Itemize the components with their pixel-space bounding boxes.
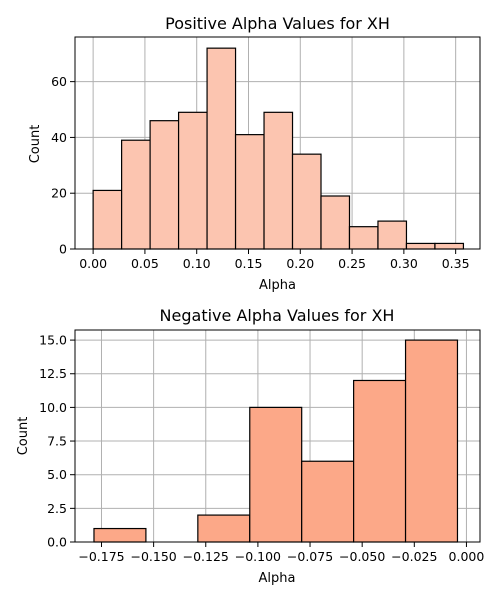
histogram-bar [320, 195, 351, 250]
histogram-bar [93, 527, 147, 543]
y-tick-label: 12.5 [39, 366, 67, 381]
histogram-bar [149, 120, 180, 250]
x-tick-label: 0.000 [449, 549, 485, 564]
x-tick-label: −0.025 [391, 549, 437, 564]
y-tick-label: 15.0 [39, 333, 67, 348]
x-tick-label: −0.125 [183, 549, 229, 564]
positive-alpha-histogram: Positive Alpha Values for XH 0.00 0.05 0.1… [28, 14, 481, 293]
x-tick-label: −0.050 [339, 549, 385, 564]
histogram-bar [263, 111, 294, 250]
y-tick-label: 0.0 [47, 535, 67, 550]
y-tick-label: 40 [51, 130, 67, 145]
chart-title: Negative Alpha Values for XH [160, 306, 395, 325]
x-axis-label: Alpha [259, 278, 296, 293]
x-tick-label: −0.075 [287, 549, 333, 564]
x-axis-label: Alpha [259, 571, 296, 586]
x-tick-label: −0.100 [235, 549, 281, 564]
histogram-bar [206, 47, 237, 250]
plot-frame [74, 36, 481, 250]
histogram-bar [301, 460, 355, 543]
histogram-bar [234, 134, 265, 250]
y-tick-label: 5.0 [47, 467, 67, 482]
x-tick-label: 0.25 [338, 256, 366, 271]
y-tick-label: 0 [59, 242, 67, 257]
histogram-bar [405, 242, 436, 250]
y-axis-label: Count [28, 125, 43, 164]
histogram-bar [92, 189, 123, 250]
x-tick-label: 0.35 [442, 256, 470, 271]
histogram-bar [434, 242, 465, 250]
histogram-bar [377, 220, 408, 250]
y-tick-label: 10.0 [39, 400, 67, 415]
histogram-bar [177, 111, 208, 250]
x-tick-label: −0.150 [130, 549, 176, 564]
histogram-bar [348, 226, 379, 250]
x-tick-label: 0.10 [183, 256, 211, 271]
histogram-bar [197, 514, 251, 543]
histogram-bar [404, 339, 459, 543]
x-tick-label: −0.175 [78, 549, 124, 564]
histogram-bar [249, 406, 303, 543]
plot-frame [74, 329, 481, 543]
negative-alpha-histogram: Negative Alpha Values for XH −0.175 −0.15… [16, 306, 484, 586]
histogram-bar [121, 139, 151, 250]
x-tick-label: 0.30 [390, 256, 418, 271]
x-tick-label: 0.15 [235, 256, 263, 271]
x-tick-label: 0.05 [131, 256, 159, 271]
y-axis-label: Count [16, 417, 31, 456]
y-tick-label: 7.5 [47, 434, 67, 449]
y-tick-label: 60 [51, 74, 67, 89]
y-tick-label: 2.5 [47, 501, 67, 516]
x-tick-label: 0.20 [286, 256, 314, 271]
y-tick-label: 20 [51, 186, 67, 201]
histogram-bar [353, 379, 407, 543]
x-tick-label: 0.00 [79, 256, 107, 271]
chart-title: Positive Alpha Values for XH [165, 14, 390, 33]
histogram-bar [291, 153, 322, 250]
